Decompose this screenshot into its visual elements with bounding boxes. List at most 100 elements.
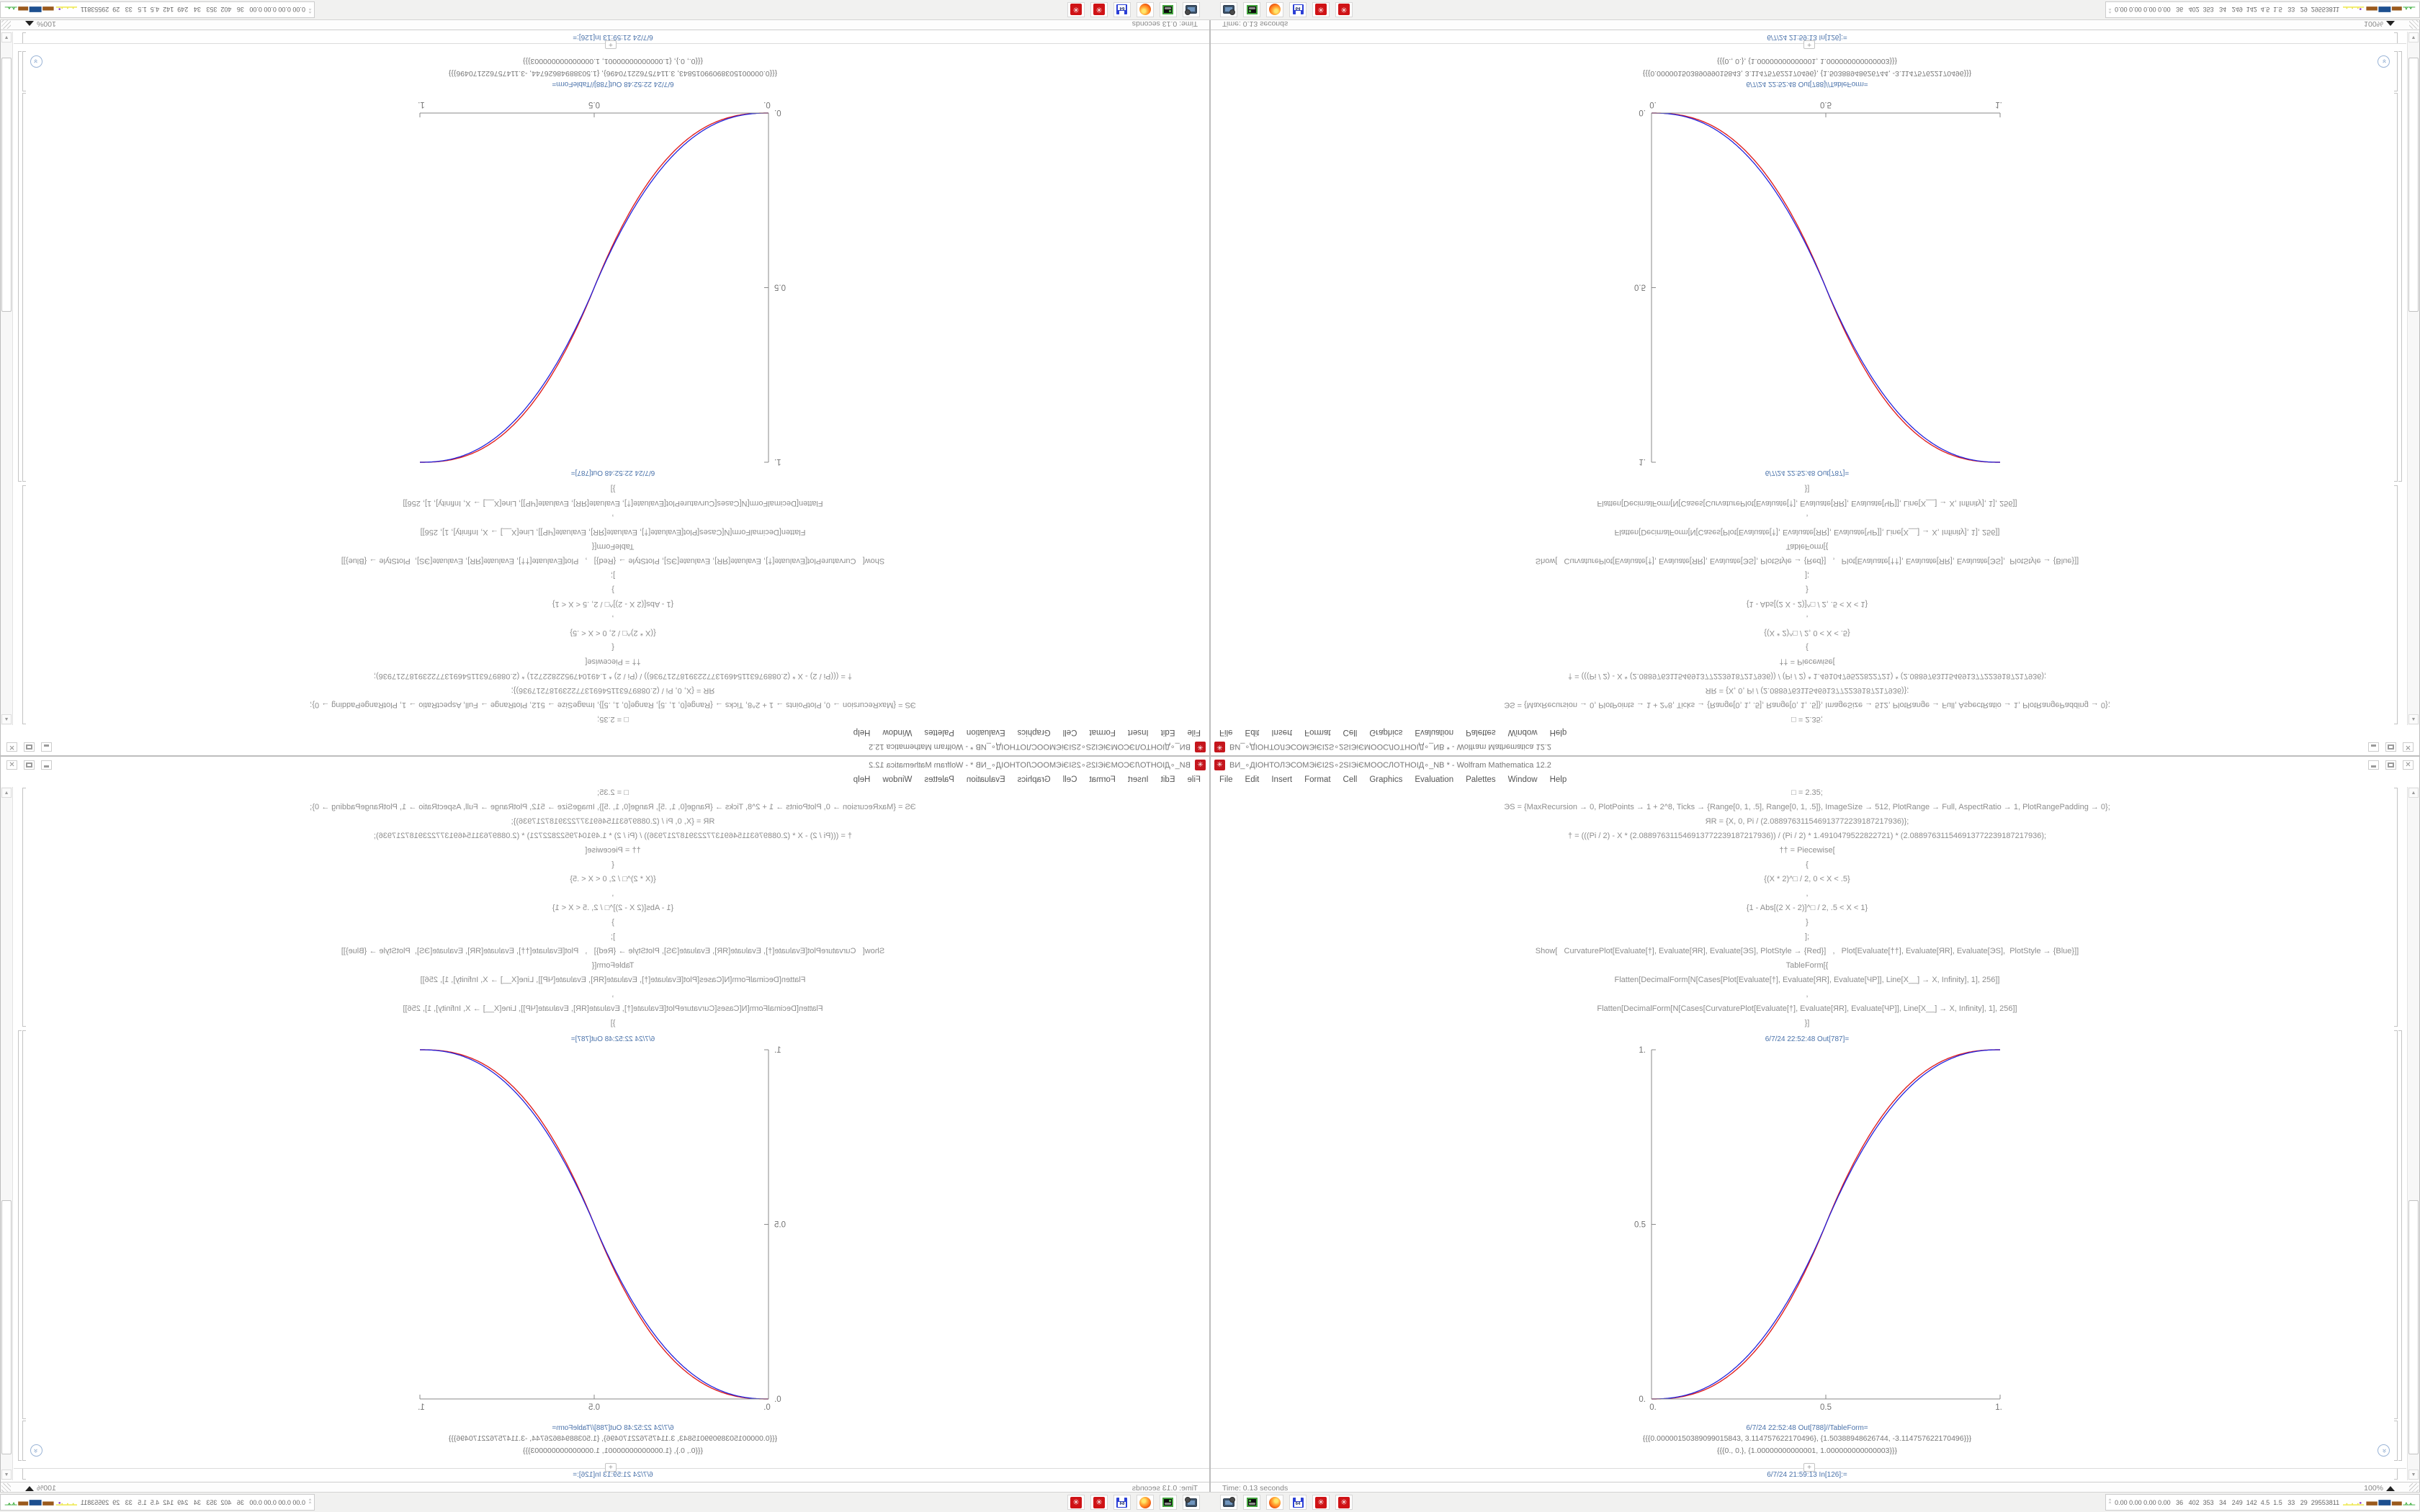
- taskbar-mathematica-button[interactable]: ✳: [1090, 2, 1108, 17]
- input-cell-bracket[interactable]: [2394, 485, 2398, 724]
- taskbar-firefox-button[interactable]: [1137, 2, 1154, 17]
- scrollbar-thumb[interactable]: [2408, 1200, 2419, 1454]
- input-cell-bracket[interactable]: [2394, 788, 2398, 1027]
- input-code-line[interactable]: †† = Piecewise[: [1779, 846, 1835, 855]
- input-code-line[interactable]: ,: [611, 889, 614, 898]
- plot-cell-bracket[interactable]: [2394, 1030, 2398, 1419]
- magnification-value[interactable]: 100%: [37, 19, 56, 28]
- input-code-line[interactable]: Flatten[DecimalForm[N[Cases[Plot[Evaluat…: [1614, 528, 2000, 536]
- menu-graphics[interactable]: Graphics: [1369, 775, 1403, 784]
- input-code-line[interactable]: ЯR = {X, 0, Pi / (2.08897631154691377223…: [1705, 817, 1909, 826]
- menu-window[interactable]: Window: [882, 728, 913, 737]
- input-code-line[interactable]: ЯR = {X, 0, Pi / (2.08897631154691377223…: [1705, 686, 1909, 695]
- output-group-bracket[interactable]: [18, 1030, 22, 1461]
- taskbar-disk-drive-button[interactable]: [1160, 2, 1177, 17]
- input-code-line[interactable]: †† = Piecewise[: [585, 846, 641, 855]
- input-code-line[interactable]: {(X * 2)^□ / 2, 0 < X < .5}: [570, 875, 656, 883]
- menu-evaluation[interactable]: Evaluation: [1415, 728, 1454, 737]
- scroll-down-arrow-icon[interactable]: ▼: [1, 32, 12, 42]
- close-button[interactable]: ✕: [6, 742, 17, 752]
- menu-graphics[interactable]: Graphics: [1017, 775, 1051, 784]
- menu-insert[interactable]: Insert: [1127, 775, 1149, 784]
- taskbar-installer64-button[interactable]: 64: [1289, 1495, 1307, 1510]
- menu-palettes[interactable]: Palettes: [924, 775, 954, 784]
- taskbar-mathematica-button-2[interactable]: ✳: [1067, 1495, 1085, 1510]
- maximize-button[interactable]: [2385, 742, 2396, 752]
- input-code-line[interactable]: ЭЅ = {MaxRecursion → 0, PlotPoints → 1 +…: [310, 803, 916, 811]
- tray-collapse-icon[interactable]: ^ ^: [2109, 6, 2112, 14]
- input-code-line[interactable]: ЯR = {X, 0, Pi / (2.08897631154691377223…: [511, 817, 715, 826]
- menu-window[interactable]: Window: [1507, 728, 1538, 737]
- tray-collapse-icon[interactable]: ^ ^: [308, 1498, 311, 1506]
- taskbar-firefox-button[interactable]: [1266, 2, 1283, 17]
- input-code-line[interactable]: † = (((Pi / 2) - X * (2.0889763115469137…: [373, 832, 853, 840]
- taskbar-installer64-button[interactable]: 64: [1289, 2, 1307, 17]
- input-code-line[interactable]: Flatten[DecimalForm[N[Cases[Plot[Evaluat…: [1614, 976, 2000, 984]
- scroll-up-arrow-icon[interactable]: ▲: [1, 714, 12, 724]
- taskbar-installer64-button[interactable]: 64: [1113, 2, 1131, 17]
- tray-collapse-icon[interactable]: ^ ^: [308, 6, 311, 14]
- input-code-line[interactable]: ,: [1806, 889, 1809, 898]
- system-tray-monitor[interactable]: ^ ^ 0.00 0.00 0.00 0.00 36 402 353 34 249…: [0, 1, 315, 18]
- input-code-line[interactable]: }]: [1804, 485, 1810, 493]
- taskbar-disk-drive-button[interactable]: [1243, 1495, 1260, 1510]
- input-code-line[interactable]: }: [1806, 585, 1809, 594]
- magnification-triangle-icon[interactable]: [25, 1486, 34, 1491]
- input-code-line[interactable]: }]: [610, 1019, 616, 1027]
- input-code-line[interactable]: Show[ CurvaturePlot[Evaluate[†], Evaluat…: [1535, 557, 2079, 565]
- menu-edit[interactable]: Edit: [1160, 728, 1175, 737]
- input-code-line[interactable]: TableForm[{: [591, 961, 635, 970]
- input-code-line[interactable]: †† = Piecewise[: [585, 657, 641, 666]
- taskbar-installer64-button[interactable]: 64: [1113, 1495, 1131, 1510]
- input-code-line[interactable]: ЭЅ = {MaxRecursion → 0, PlotPoints → 1 +…: [1504, 803, 2110, 811]
- input-code-line[interactable]: Flatten[DecimalForm[N[Cases[CurvaturePlo…: [1597, 499, 2017, 508]
- input-code-line[interactable]: {1 - Abs[(2 X - 2)]^□ / 2, .5 < X < 1}: [1746, 904, 1868, 912]
- plot-cell-bracket[interactable]: [22, 1030, 26, 1419]
- input-code-line[interactable]: }]: [1804, 1019, 1810, 1027]
- input-code-line[interactable]: Show[ CurvaturePlot[Evaluate[†], Evaluat…: [341, 557, 885, 565]
- input-code-line[interactable]: † = (((Pi / 2) - X * (2.0889763115469137…: [1567, 832, 2047, 840]
- menu-palettes[interactable]: Palettes: [1466, 775, 1496, 784]
- maximize-button[interactable]: [24, 742, 35, 752]
- input-code-line[interactable]: ,: [1806, 614, 1809, 623]
- scroll-down-arrow-icon[interactable]: ▼: [2408, 32, 2419, 42]
- tableform-cell-bracket[interactable]: [22, 51, 26, 91]
- minimize-button[interactable]: [2368, 760, 2379, 770]
- input-code-line[interactable]: }: [1806, 918, 1809, 927]
- menu-format[interactable]: Format: [1089, 775, 1116, 784]
- close-button[interactable]: ✕: [2403, 760, 2414, 770]
- magnification-value[interactable]: 100%: [2364, 19, 2383, 28]
- plot-cell-bracket[interactable]: [2394, 93, 2398, 482]
- menu-format[interactable]: Format: [1304, 728, 1331, 737]
- taskbar-firefox-button[interactable]: [1266, 1495, 1283, 1510]
- minimize-button[interactable]: [41, 760, 52, 770]
- menu-format[interactable]: Format: [1089, 728, 1116, 737]
- maximize-button[interactable]: [2385, 760, 2396, 770]
- tableform-cell-bracket[interactable]: [2394, 51, 2398, 91]
- input-code-line[interactable]: Flatten[DecimalForm[N[Cases[CurvaturePlo…: [1597, 1004, 2017, 1013]
- scroll-down-arrow-icon[interactable]: ▼: [2408, 1470, 2419, 1480]
- menu-help[interactable]: Help: [1549, 728, 1567, 737]
- taskbar-mathematica-button[interactable]: ✳: [1312, 2, 1330, 17]
- input-code-line[interactable]: ];: [1804, 932, 1810, 941]
- menu-palettes[interactable]: Palettes: [1466, 728, 1496, 737]
- input-code-line[interactable]: ЭЅ = {MaxRecursion → 0, PlotPoints → 1 +…: [310, 701, 916, 709]
- input-code-line[interactable]: Flatten[DecimalForm[N[Cases[Plot[Evaluat…: [420, 976, 806, 984]
- input-code-line[interactable]: TableForm[{: [1785, 542, 1829, 551]
- menu-insert[interactable]: Insert: [1271, 728, 1293, 737]
- input-code-line[interactable]: }]: [610, 485, 616, 493]
- system-tray-monitor[interactable]: ^ ^ 0.00 0.00 0.00 0.00 36 402 353 34 249…: [0, 1494, 315, 1511]
- menu-window[interactable]: Window: [882, 775, 913, 784]
- menu-cell[interactable]: Cell: [1343, 775, 1358, 784]
- input-code-line[interactable]: {1 - Abs[(2 X - 2)]^□ / 2, .5 < X < 1}: [552, 600, 674, 608]
- scroll-up-arrow-icon[interactable]: ▲: [1, 788, 12, 798]
- input-code-line[interactable]: {1 - Abs[(2 X - 2)]^□ / 2, .5 < X < 1}: [1746, 600, 1868, 608]
- tray-collapse-icon[interactable]: ^ ^: [2109, 1498, 2112, 1506]
- taskbar-firefox-button[interactable]: [1137, 1495, 1154, 1510]
- input-code-line[interactable]: † = (((Pi / 2) - X * (2.0889763115469137…: [373, 672, 853, 680]
- input-code-line[interactable]: {(X * 2)^□ / 2, 0 < X < .5}: [570, 629, 656, 637]
- menu-help[interactable]: Help: [853, 728, 871, 737]
- input-code-line[interactable]: Flatten[DecimalForm[N[Cases[CurvaturePlo…: [403, 499, 823, 508]
- input-code-line[interactable]: Show[ CurvaturePlot[Evaluate[†], Evaluat…: [341, 947, 885, 955]
- taskbar-mathematica-button-2[interactable]: ✳: [1067, 2, 1085, 17]
